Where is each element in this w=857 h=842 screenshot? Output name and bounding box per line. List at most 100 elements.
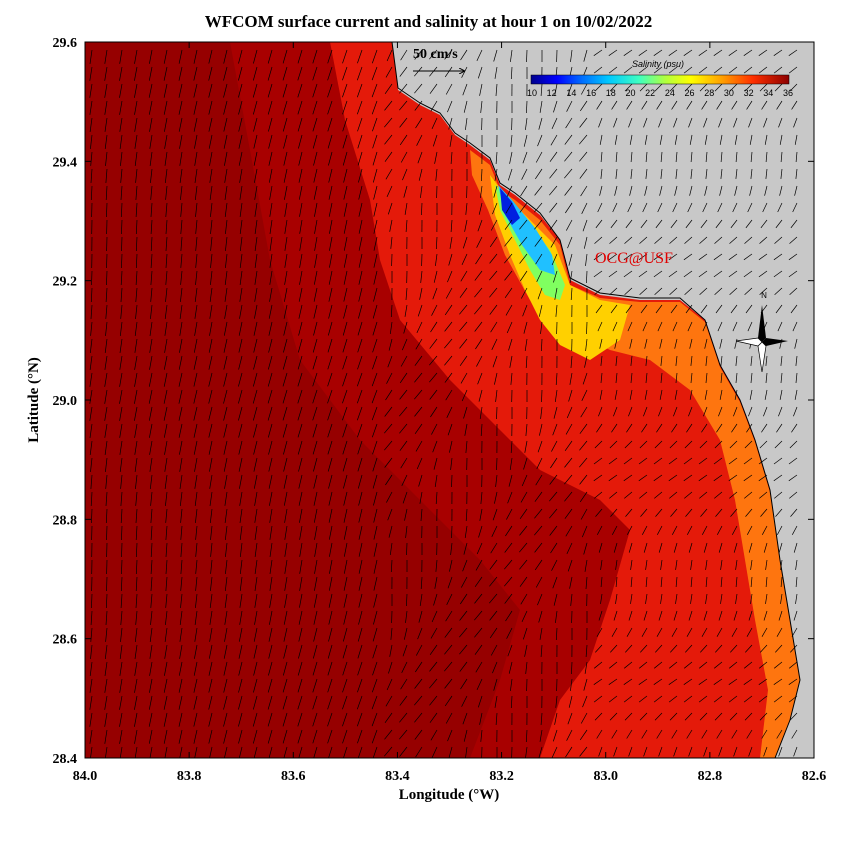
current-arrow [614, 389, 618, 400]
current-arrow [779, 134, 783, 145]
current-arrow [429, 372, 438, 383]
current-arrow [686, 729, 693, 739]
current-arrow [149, 338, 153, 353]
current-arrow [700, 219, 708, 229]
current-arrow [180, 253, 183, 268]
current-arrow [208, 117, 213, 132]
current-arrow [149, 661, 153, 676]
current-arrow [119, 712, 123, 727]
current-arrow [629, 185, 633, 196]
y-tick-label: 28.6 [53, 633, 78, 648]
current-arrow [284, 236, 288, 251]
current-arrow [732, 202, 738, 213]
current-arrow [119, 389, 123, 404]
current-arrow [728, 270, 738, 278]
current-arrow [119, 372, 123, 387]
current-arrow [239, 542, 243, 557]
current-arrow [790, 304, 798, 314]
current-arrow [584, 559, 588, 572]
current-arrow [758, 457, 768, 465]
current-arrow [610, 304, 618, 314]
current-arrow [669, 287, 678, 295]
current-arrow [775, 304, 783, 314]
current-arrow [746, 525, 753, 535]
current-arrow [404, 202, 408, 215]
current-arrow [749, 185, 753, 196]
current-arrow [564, 491, 573, 502]
current-arrow [704, 389, 708, 400]
current-arrow [504, 287, 513, 299]
current-arrow [418, 474, 423, 487]
current-arrow [478, 202, 483, 215]
current-arrow [180, 542, 183, 558]
current-arrow [489, 287, 498, 298]
current-arrow [384, 746, 393, 757]
current-arrow [551, 559, 558, 571]
current-arrow [630, 593, 633, 604]
current-arrow [238, 66, 243, 81]
current-arrow [519, 525, 528, 536]
current-arrow [106, 253, 108, 269]
current-arrow [569, 372, 573, 385]
colorbar-tick-label: 20 [625, 88, 635, 98]
current-arrow [400, 457, 408, 469]
current-arrow [522, 151, 528, 164]
current-arrow [749, 389, 753, 400]
current-arrow [149, 678, 153, 693]
current-arrow [328, 287, 333, 302]
current-arrow [327, 321, 333, 336]
current-arrow [523, 134, 528, 147]
current-arrow [252, 695, 258, 710]
current-arrow [269, 219, 273, 234]
current-arrow [401, 661, 408, 673]
current-arrow [732, 321, 738, 332]
current-arrow [89, 83, 93, 98]
current-arrow [328, 508, 333, 523]
current-arrow [520, 491, 528, 503]
current-arrow [299, 593, 303, 608]
current-arrow [91, 270, 93, 286]
current-arrow [298, 491, 303, 506]
current-arrow [729, 440, 738, 449]
current-arrow [414, 695, 423, 706]
current-arrow [599, 338, 603, 349]
current-arrow [744, 712, 753, 721]
current-arrow [149, 134, 153, 149]
current-arrow [600, 559, 603, 570]
current-arrow [163, 355, 168, 370]
current-arrow [356, 83, 363, 98]
current-arrow [89, 389, 93, 404]
current-arrow [670, 644, 678, 653]
current-arrow [608, 678, 618, 685]
current-arrow [464, 423, 468, 436]
current-arrow [104, 389, 108, 404]
current-arrow [687, 202, 693, 213]
current-arrow [384, 151, 393, 162]
current-arrow [269, 491, 273, 506]
current-arrow [148, 66, 153, 81]
current-arrow [791, 729, 798, 739]
current-arrow [89, 372, 93, 387]
credit-label: OCG@USF [595, 250, 673, 267]
current-arrow [179, 321, 183, 336]
current-arrow [342, 457, 348, 472]
current-arrow [134, 678, 138, 693]
current-arrow [400, 678, 408, 690]
current-arrow [356, 100, 363, 115]
current-arrow [134, 440, 138, 455]
current-arrow [778, 406, 783, 417]
current-arrow [105, 151, 108, 166]
current-arrow [733, 542, 738, 553]
current-arrow [430, 321, 438, 333]
current-arrow [640, 508, 648, 517]
current-arrow [644, 134, 648, 145]
current-arrow [119, 100, 123, 115]
current-arrow [614, 338, 618, 349]
current-arrow [743, 695, 753, 703]
current-arrow [494, 66, 498, 79]
current-arrow [269, 542, 273, 557]
current-arrow [165, 491, 168, 506]
current-arrow [356, 406, 363, 421]
current-arrow [357, 729, 363, 744]
current-arrow [209, 593, 213, 608]
